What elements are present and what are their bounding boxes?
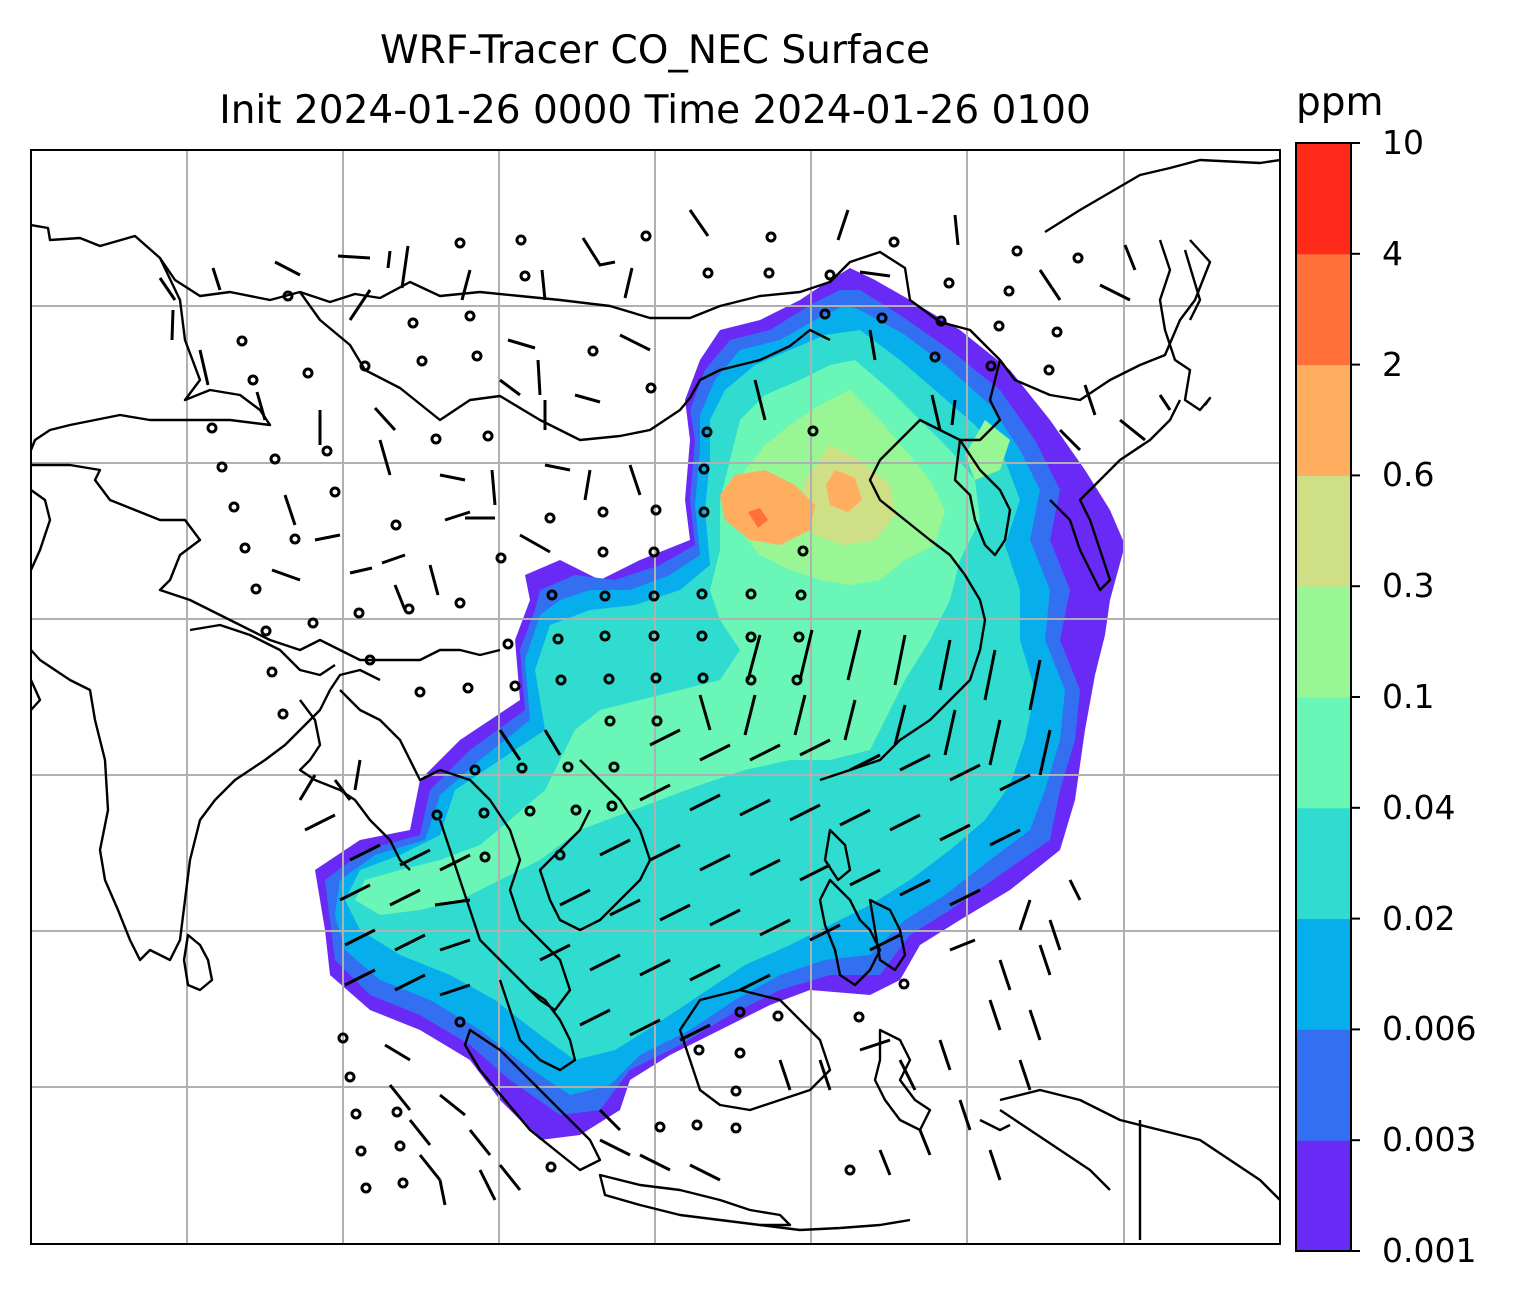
colorbar-tick-label: 10 bbox=[1382, 123, 1424, 162]
gridlines bbox=[31, 150, 1280, 1244]
coastlines bbox=[31, 158, 1280, 1240]
colorbar-tick-label: 2 bbox=[1382, 344, 1403, 384]
concentration-field bbox=[315, 268, 1125, 1140]
colorbar-tick-label: 0.001 bbox=[1382, 1231, 1477, 1270]
colorbar-tick-label: 0.003 bbox=[1382, 1120, 1477, 1160]
map-title-line1: WRF-Tracer CO_NEC Surface bbox=[380, 28, 930, 73]
colorbar-band bbox=[1296, 918, 1351, 1030]
colorbar-band bbox=[1296, 586, 1351, 698]
colorbar-band bbox=[1296, 697, 1351, 809]
colorbar-tick-label: 0.02 bbox=[1382, 898, 1456, 938]
wind-barbs bbox=[158, 209, 1172, 1206]
colorbar-band bbox=[1296, 475, 1351, 587]
colorbar-band bbox=[1296, 1029, 1351, 1141]
colorbar-band bbox=[1296, 364, 1351, 476]
contour-0.6-2 bbox=[720, 470, 862, 545]
colorbar-tick-label: 0.3 bbox=[1382, 566, 1435, 606]
colorbar-tick-label: 0.006 bbox=[1382, 1009, 1477, 1049]
wind-calm-markers bbox=[206, 230, 1084, 1194]
colorbar-band bbox=[1296, 253, 1351, 366]
colorbar-tick-label: 4 bbox=[1382, 233, 1403, 273]
colorbar-tick-label: 0.6 bbox=[1382, 455, 1435, 495]
colorbar-tick-label: 0.04 bbox=[1382, 787, 1456, 827]
map-title-line2: Init 2024-01-26 0000 Time 2024-01-26 010… bbox=[219, 88, 1091, 133]
colorbar-band bbox=[1296, 1140, 1351, 1252]
map-frame bbox=[30, 149, 1281, 1245]
colorbar-tick-label: 0.1 bbox=[1382, 677, 1435, 716]
contour-2-4 bbox=[748, 508, 768, 528]
colorbar-units: ppm bbox=[1296, 80, 1384, 125]
colorbar-band bbox=[1296, 807, 1351, 920]
colorbar-band bbox=[1296, 143, 1351, 255]
map-panel bbox=[31, 150, 1280, 1244]
colorbar bbox=[1295, 142, 1360, 1252]
